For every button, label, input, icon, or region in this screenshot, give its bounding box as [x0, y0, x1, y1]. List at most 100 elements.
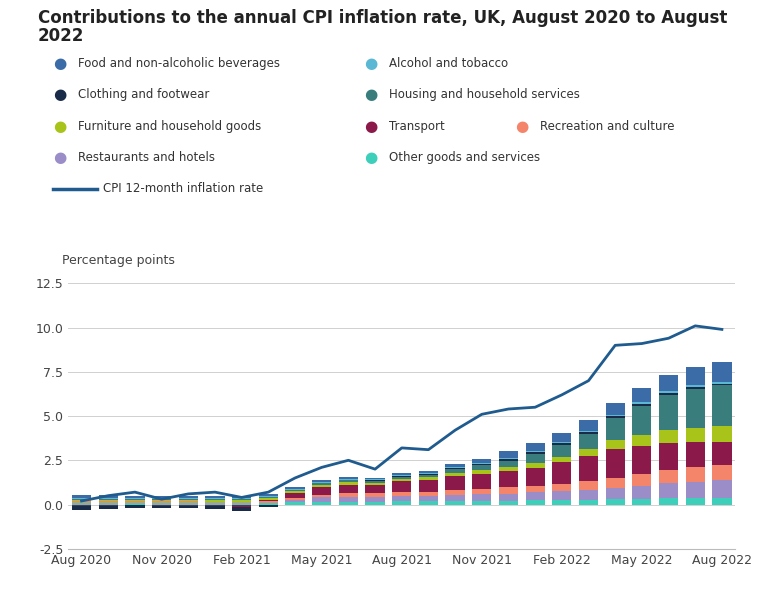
- Bar: [446, 490, 465, 495]
- Bar: [632, 388, 651, 402]
- Bar: [392, 475, 412, 476]
- Bar: [339, 477, 358, 479]
- Bar: [499, 472, 518, 487]
- Bar: [286, 493, 305, 497]
- Bar: [365, 478, 384, 479]
- Bar: [553, 445, 572, 456]
- Bar: [125, 501, 145, 503]
- Bar: [232, 498, 251, 499]
- Bar: [606, 488, 625, 499]
- Bar: [205, 506, 224, 510]
- Text: ●: ●: [364, 150, 377, 165]
- Bar: [632, 446, 651, 474]
- Bar: [258, 494, 278, 496]
- Bar: [632, 485, 651, 499]
- Bar: [553, 443, 572, 445]
- Bar: [446, 476, 465, 490]
- Text: Alcohol and tobacco: Alcohol and tobacco: [389, 57, 508, 70]
- Bar: [446, 473, 465, 476]
- Bar: [72, 503, 91, 505]
- Bar: [553, 456, 572, 463]
- Bar: [446, 464, 465, 467]
- Bar: [286, 502, 305, 505]
- Bar: [339, 493, 358, 496]
- Bar: [419, 475, 438, 477]
- Text: Housing and household services: Housing and household services: [389, 88, 580, 101]
- Bar: [606, 478, 625, 488]
- Bar: [232, 505, 251, 507]
- Bar: [312, 497, 331, 502]
- Bar: [579, 431, 598, 432]
- Bar: [686, 385, 705, 387]
- Bar: [499, 461, 518, 467]
- Bar: [659, 430, 678, 443]
- Bar: [525, 500, 545, 505]
- Bar: [179, 498, 198, 499]
- Bar: [579, 434, 598, 449]
- Bar: [446, 467, 465, 469]
- Bar: [72, 505, 91, 507]
- Bar: [258, 499, 278, 500]
- Bar: [258, 496, 278, 497]
- Bar: [499, 459, 518, 461]
- Bar: [472, 489, 491, 494]
- Bar: [472, 458, 491, 463]
- Bar: [579, 432, 598, 434]
- Bar: [446, 495, 465, 501]
- Text: Restaurants and hotels: Restaurants and hotels: [78, 151, 215, 164]
- Bar: [286, 489, 305, 490]
- Bar: [232, 496, 251, 498]
- Bar: [553, 463, 572, 484]
- Bar: [525, 454, 545, 463]
- Bar: [659, 484, 678, 499]
- Bar: [472, 466, 491, 470]
- Bar: [392, 481, 412, 493]
- Bar: [312, 487, 331, 495]
- Text: Percentage points: Percentage points: [61, 254, 174, 268]
- Text: ●: ●: [364, 87, 377, 102]
- Text: ●: ●: [364, 119, 377, 133]
- Bar: [525, 485, 545, 492]
- Bar: [419, 501, 438, 505]
- Bar: [205, 502, 224, 503]
- Bar: [632, 474, 651, 485]
- Bar: [392, 496, 412, 501]
- Bar: [606, 415, 625, 417]
- Bar: [312, 485, 331, 487]
- Bar: [365, 496, 384, 502]
- Bar: [152, 499, 171, 500]
- Text: ●: ●: [515, 119, 528, 133]
- Bar: [686, 442, 705, 467]
- Bar: [179, 500, 198, 501]
- Bar: [232, 502, 251, 503]
- Text: ●: ●: [53, 87, 66, 102]
- Bar: [659, 395, 678, 430]
- Text: Clothing and footwear: Clothing and footwear: [78, 88, 209, 101]
- Bar: [179, 499, 198, 500]
- Bar: [499, 467, 518, 472]
- Bar: [125, 503, 145, 505]
- Bar: [686, 428, 705, 442]
- Bar: [392, 493, 412, 496]
- Bar: [713, 481, 731, 498]
- Bar: [659, 470, 678, 484]
- Text: Transport: Transport: [389, 119, 445, 133]
- Bar: [419, 470, 438, 473]
- Bar: [99, 499, 117, 500]
- Bar: [632, 499, 651, 505]
- Bar: [553, 491, 572, 500]
- Bar: [553, 484, 572, 491]
- Bar: [125, 497, 145, 499]
- Text: Furniture and household goods: Furniture and household goods: [78, 119, 262, 133]
- Bar: [472, 463, 491, 464]
- Bar: [99, 506, 117, 510]
- Text: CPI 12-month inflation rate: CPI 12-month inflation rate: [103, 182, 263, 195]
- Bar: [205, 500, 224, 502]
- Bar: [286, 497, 305, 500]
- Bar: [579, 449, 598, 456]
- Bar: [99, 501, 117, 503]
- Bar: [339, 502, 358, 505]
- Bar: [125, 505, 145, 508]
- Bar: [258, 497, 278, 499]
- Bar: [606, 449, 625, 478]
